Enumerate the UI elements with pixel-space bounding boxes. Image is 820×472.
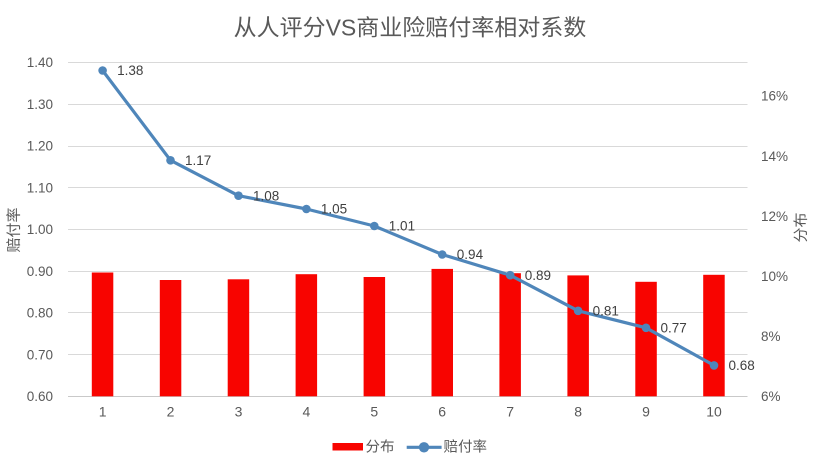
svg-text:8: 8 xyxy=(574,404,582,420)
svg-text:14%: 14% xyxy=(761,149,788,164)
svg-text:6%: 6% xyxy=(761,389,781,404)
svg-text:1.01: 1.01 xyxy=(389,219,415,234)
svg-text:VS: VS xyxy=(326,15,357,41)
svg-text:0.80: 0.80 xyxy=(27,306,53,321)
svg-text:0.60: 0.60 xyxy=(27,389,53,404)
svg-text:1.05: 1.05 xyxy=(321,202,347,217)
svg-text:0.90: 0.90 xyxy=(27,264,53,279)
svg-text:5: 5 xyxy=(370,404,378,420)
svg-text:6: 6 xyxy=(438,404,446,420)
svg-text:0.81: 0.81 xyxy=(593,304,619,319)
svg-text:16%: 16% xyxy=(761,89,788,104)
svg-text:1.20: 1.20 xyxy=(27,139,53,154)
svg-text:8%: 8% xyxy=(761,329,781,344)
svg-text:0.68: 0.68 xyxy=(729,358,755,373)
svg-text:1.30: 1.30 xyxy=(27,97,53,112)
svg-text:7: 7 xyxy=(506,404,514,420)
svg-text:1.40: 1.40 xyxy=(27,55,53,70)
svg-text:2: 2 xyxy=(167,404,175,420)
svg-text:1.38: 1.38 xyxy=(117,63,143,78)
svg-text:0.94: 0.94 xyxy=(457,247,484,262)
svg-text:1: 1 xyxy=(99,404,107,420)
svg-text:1.08: 1.08 xyxy=(253,188,279,203)
svg-text:0.89: 0.89 xyxy=(525,268,551,283)
svg-text:12%: 12% xyxy=(761,209,788,224)
svg-text:9: 9 xyxy=(642,404,650,420)
svg-text:10%: 10% xyxy=(761,269,788,284)
svg-text:3: 3 xyxy=(235,404,243,420)
svg-text:1.00: 1.00 xyxy=(27,222,53,237)
svg-text:10: 10 xyxy=(706,404,722,420)
svg-text:1.17: 1.17 xyxy=(185,153,211,168)
svg-text:0.77: 0.77 xyxy=(661,321,687,336)
svg-text:1.10: 1.10 xyxy=(27,180,53,195)
svg-text:4: 4 xyxy=(303,404,311,420)
svg-text:0.70: 0.70 xyxy=(27,347,53,362)
